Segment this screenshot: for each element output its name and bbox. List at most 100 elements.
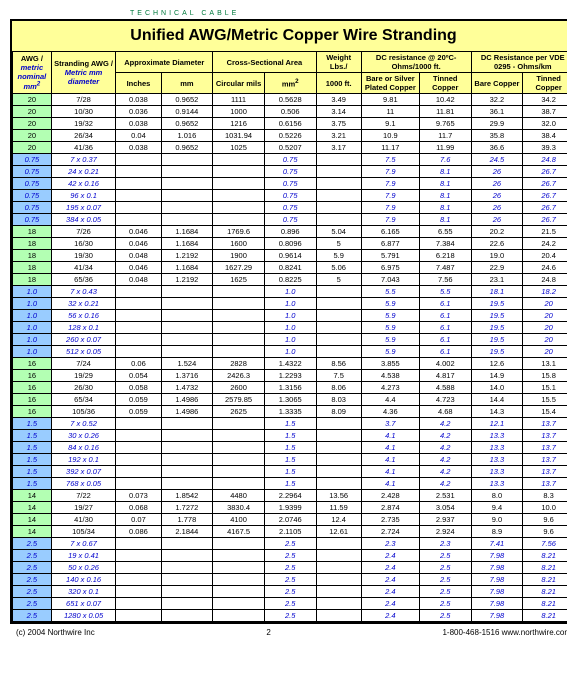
cell: 13.3	[471, 466, 523, 478]
cell	[316, 466, 361, 478]
cell	[116, 154, 161, 166]
cell: 8.1	[419, 166, 471, 178]
cell: 1.0	[13, 286, 52, 298]
cell: 2.874	[361, 502, 419, 514]
cell: 5.9	[361, 322, 419, 334]
cell: 6.1	[419, 334, 471, 346]
cell: 11.17	[361, 142, 419, 154]
table-row: 2026/340.041.0161031.940.52263.2110.911.…	[13, 130, 567, 142]
cell: 13.56	[316, 490, 361, 502]
cell: 4.2	[419, 466, 471, 478]
cell	[316, 202, 361, 214]
cell	[116, 346, 161, 358]
cell: 13.7	[523, 478, 567, 490]
cell	[116, 442, 161, 454]
cell: 13.7	[523, 466, 567, 478]
cell: 14	[13, 526, 52, 538]
cell	[316, 454, 361, 466]
hdr-cmils: Circular mils	[213, 73, 265, 94]
hdr-grp-area: Cross-Sectional Area	[213, 52, 316, 73]
cell	[161, 202, 213, 214]
cell	[213, 202, 265, 214]
cell: 2.5	[13, 610, 52, 622]
cell	[213, 214, 265, 226]
cell: 7 x 0.37	[51, 154, 116, 166]
cell	[316, 610, 361, 622]
cell: 32.2	[471, 94, 523, 106]
cell: 14.4	[471, 394, 523, 406]
cell: 11.59	[316, 502, 361, 514]
cell: 1.0	[264, 286, 316, 298]
cell: 4.4	[361, 394, 419, 406]
table-row: 2.5320 x 0.12.52.42.57.988.21	[13, 586, 567, 598]
table-row: 2041/360.0380.965210250.52073.1711.1711.…	[13, 142, 567, 154]
cell: 4.2	[419, 430, 471, 442]
cell: 2579.85	[213, 394, 265, 406]
cell	[213, 430, 265, 442]
cell	[316, 322, 361, 334]
cell: 20	[523, 322, 567, 334]
cell: 0.038	[116, 142, 161, 154]
cell: 2.5	[13, 598, 52, 610]
cell	[316, 214, 361, 226]
cell: 0.75	[13, 190, 52, 202]
table-wrap: Unified AWG/Metric Copper Wire Stranding…	[10, 19, 567, 624]
cell	[116, 334, 161, 346]
cell: 7/22	[51, 490, 116, 502]
cell: 195 x 0.07	[51, 202, 116, 214]
cell	[213, 478, 265, 490]
cell: 15.4	[523, 406, 567, 418]
cell	[213, 586, 265, 598]
cell: 2.4	[361, 550, 419, 562]
cell: 5.06	[316, 262, 361, 274]
cell: 1.2192	[161, 250, 213, 262]
cell: 0.75	[264, 202, 316, 214]
cell	[161, 166, 213, 178]
cell: 2.5	[13, 586, 52, 598]
cell: 260 x 0.07	[51, 334, 116, 346]
cell: 13.3	[471, 454, 523, 466]
cell: 1.0	[13, 346, 52, 358]
cell: 5.9	[361, 334, 419, 346]
cell: 6.1	[419, 310, 471, 322]
cell	[161, 322, 213, 334]
cell	[213, 346, 265, 358]
cell: 2.724	[361, 526, 419, 538]
cell: 7.9	[361, 202, 419, 214]
cell: 2.2964	[264, 490, 316, 502]
cell: 13.3	[471, 478, 523, 490]
cell: 1.0	[264, 346, 316, 358]
cell	[316, 586, 361, 598]
logo-subtitle: TECHNICAL CABLE	[130, 10, 567, 17]
cell: 8.1	[419, 190, 471, 202]
cell: 9.765	[419, 118, 471, 130]
cell	[116, 562, 161, 574]
cell: 20	[13, 94, 52, 106]
cell: 1.2192	[161, 274, 213, 286]
cell	[161, 346, 213, 358]
cell: 22.6	[471, 238, 523, 250]
cell	[213, 178, 265, 190]
footer-copy: (c) 2004 Northwire Inc	[16, 628, 95, 637]
cell: 18	[13, 250, 52, 262]
cell: 7.41	[471, 538, 523, 550]
cell: 1111	[213, 94, 265, 106]
cell	[316, 418, 361, 430]
cell	[161, 574, 213, 586]
cell	[116, 418, 161, 430]
table-row: 1841/340.0461.16841627.290.82415.066.975…	[13, 262, 567, 274]
table-row: 14105/340.0862.18444167.52.110512.612.72…	[13, 526, 567, 538]
cell: 1.5	[264, 430, 316, 442]
cell: 4.002	[419, 358, 471, 370]
cell: 2.531	[419, 490, 471, 502]
cell	[213, 322, 265, 334]
cell	[316, 286, 361, 298]
cell	[116, 598, 161, 610]
cell	[213, 310, 265, 322]
cell: 0.048	[116, 274, 161, 286]
cell	[161, 454, 213, 466]
table-row: 1.5392 x 0.071.54.14.213.313.7	[13, 466, 567, 478]
cell	[161, 610, 213, 622]
table-row: 1.0512 x 0.051.05.96.119.520	[13, 346, 567, 358]
cell: 24.8	[523, 274, 567, 286]
